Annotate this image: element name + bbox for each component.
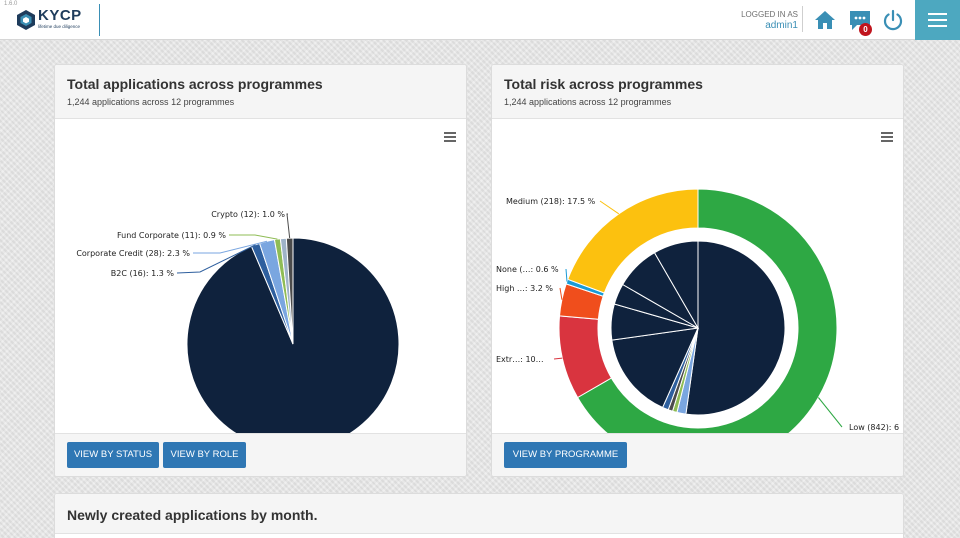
logout-button[interactable] [882,9,904,31]
inner-pie-slice[interactable] [611,327,699,409]
top-bar: 1.6.0 KYCP lifetime due diligence LOGGED… [0,0,960,40]
slice-label: Corporate Credit (28): 2.3 % [76,249,190,258]
message-count-badge: 0 [859,23,872,36]
card-footer: VIEW BY PROGRAMME [492,433,903,476]
card-header: Total risk across programmes 1,244 appli… [492,65,903,119]
logo-divider [99,4,100,36]
logo-hexagon-icon [17,10,35,30]
home-button[interactable] [814,9,836,31]
slice-label: Fund Corporate (11): 0.9 % [117,231,226,240]
chart-menu-icon[interactable] [881,132,893,142]
segment-label: High …: 3.2 % [496,284,553,293]
leader-line [817,397,843,428]
inner-pie-slice[interactable] [653,240,699,330]
leader-line [193,240,268,254]
view-by-programme-button[interactable]: VIEW BY PROGRAMME [504,442,627,468]
card-footer: VIEW BY STATUS VIEW BY ROLE [55,433,466,476]
segment-label: Extr…: 10… [496,355,544,364]
power-icon [883,9,903,31]
pie-slice-business-banking[interactable] [186,237,400,435]
monthly-card: Newly created applications by month. [54,493,904,538]
menu-icon [928,13,947,15]
risk-card: Total risk across programmes 1,244 appli… [491,64,904,477]
risk-donut-chart: Low (842): 6 Extr…: 10… High …: 3.2 % None … [496,188,899,435]
leader-line [176,244,256,274]
logo-text: KYCP [38,7,82,24]
card-title: Total risk across programmes [504,76,703,92]
segment-label: Medium (218): 17.5 % [506,197,596,206]
card-header: Total applications across programmes 1,2… [55,65,466,119]
logo[interactable]: KYCP lifetime due diligence [16,7,98,35]
card-subtitle: 1,244 applications across 12 programmes [67,97,235,107]
applications-pie-chart: Crypto (12): 1.0 % Fund Corporate (11): 0… [76,210,400,435]
username[interactable]: admin1 [765,20,798,31]
version-label: 1.6.0 [4,1,18,7]
chat-icon [850,11,870,30]
segment-label: None (…: 0.6 % [496,265,559,274]
leader-line [286,213,291,239]
slice-label: Crypto (12): 1.0 % [211,210,285,219]
leader-line [565,268,568,282]
home-icon [815,11,835,29]
slice-label: B2C (16): 1.3 % [111,269,175,278]
messages-button[interactable] [848,9,874,35]
applications-card: Total applications across programmes 1,2… [54,64,467,477]
inner-pie-slice[interactable] [685,240,786,416]
view-by-status-button[interactable]: VIEW BY STATUS [67,442,159,468]
card-title: Newly created applications by month. [67,507,318,523]
card-subtitle: 1,244 applications across 12 programmes [504,97,672,107]
header-divider [802,6,803,32]
leader-line [599,200,620,215]
main-menu-button[interactable] [915,0,960,40]
logo-tagline: lifetime due diligence [38,24,81,29]
leader-line [229,234,278,240]
view-by-role-button[interactable]: VIEW BY ROLE [163,442,246,468]
logged-in-label: LOGGED IN AS [741,10,798,19]
leader-line [553,357,563,360]
segment-label: Low (842): 6 [849,423,899,432]
card-title: Total applications across programmes [67,76,323,92]
leader-line [559,287,563,300]
card-header: Newly created applications by month. [55,494,903,534]
chart-menu-icon[interactable] [444,132,456,142]
